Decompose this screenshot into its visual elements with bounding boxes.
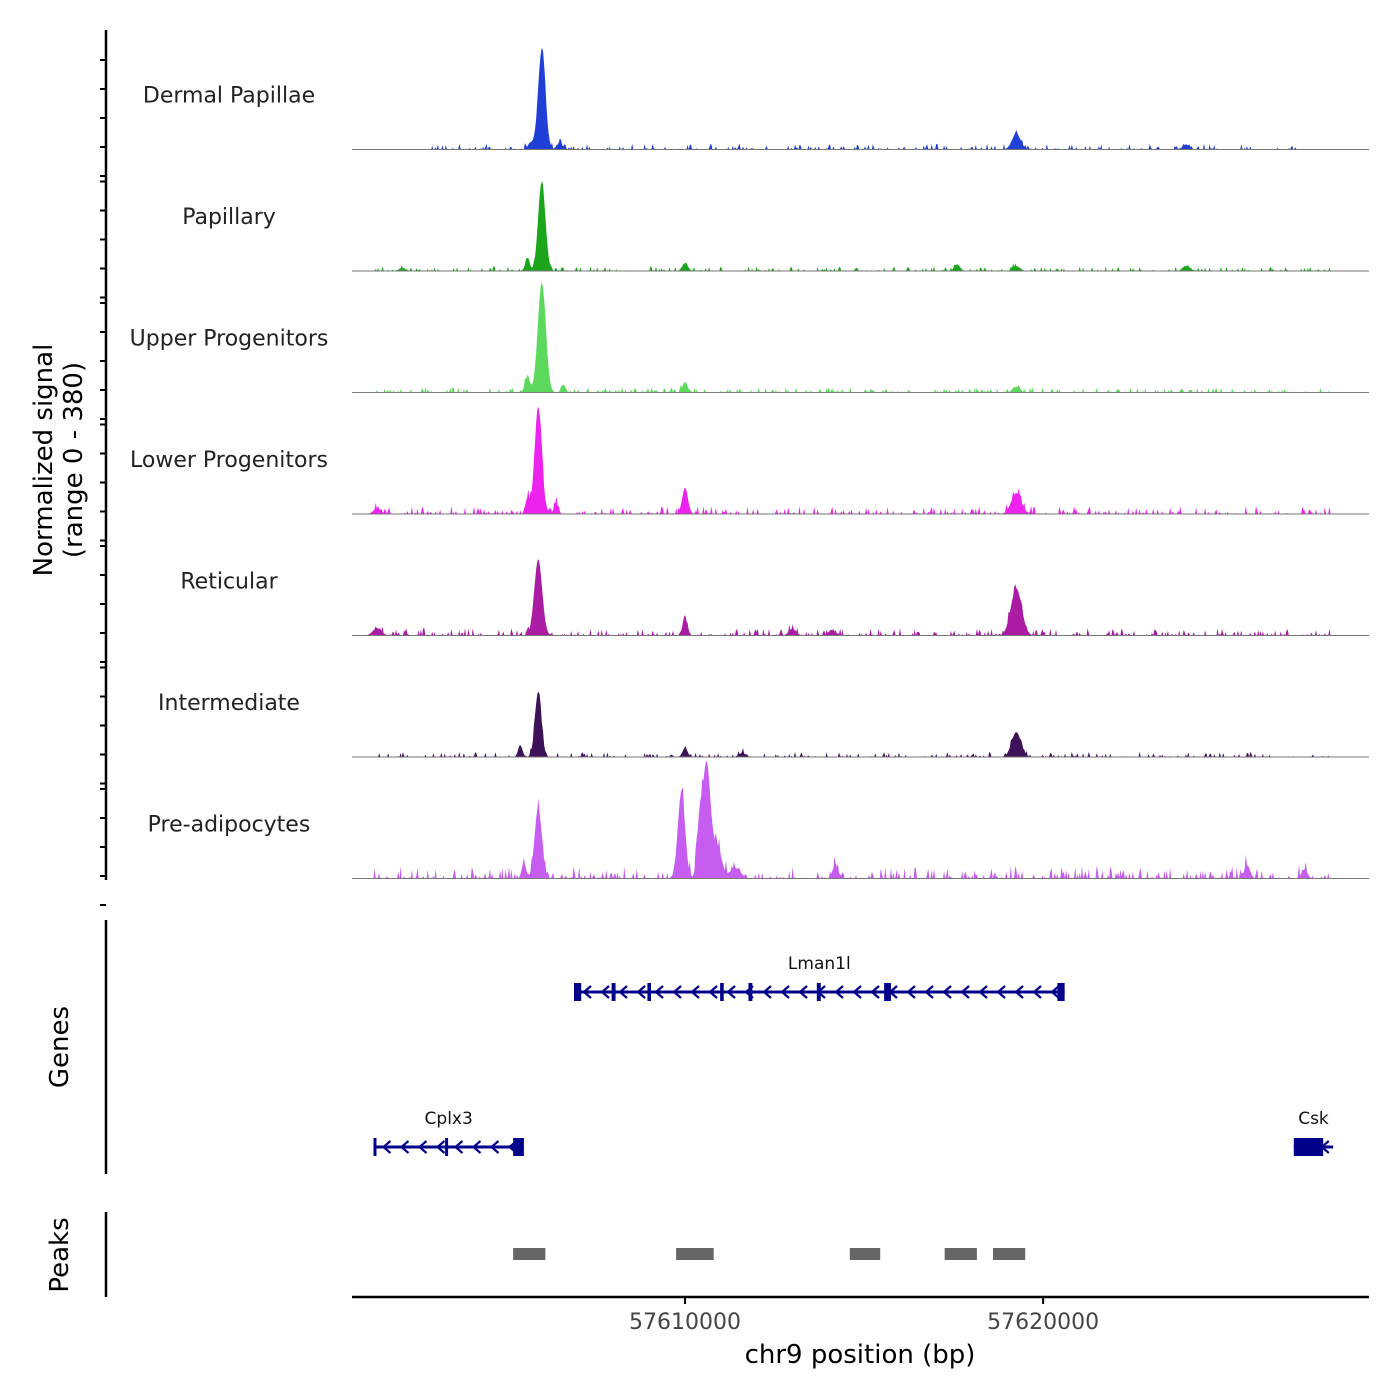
gene-exon xyxy=(445,1138,449,1156)
axes: 57610000 57620000 xyxy=(100,30,1369,1335)
gene-exon xyxy=(373,1138,377,1156)
genes-panel-label: Genes xyxy=(45,1006,75,1088)
y-axis-label-line1: Normalized signal xyxy=(29,344,59,577)
coverage-track-dermal-papillae: Dermal Papillae xyxy=(143,47,1369,150)
gene-cplx3: Cplx3 xyxy=(373,1109,524,1156)
gene-label: Lman1l xyxy=(788,954,851,974)
track-label: Reticular xyxy=(180,570,278,595)
strand-arrow xyxy=(417,1140,428,1154)
peak-region xyxy=(992,1248,1026,1260)
track-label: Intermediate xyxy=(158,691,300,716)
gene-exon xyxy=(1293,1138,1324,1156)
strand-arrow xyxy=(600,985,610,999)
coverage-area xyxy=(352,406,1369,514)
strand-arrow xyxy=(942,985,952,999)
peak-region-track xyxy=(513,1248,1026,1260)
coverage-area xyxy=(352,181,1369,271)
gene-exon xyxy=(1057,983,1065,1001)
strand-arrow xyxy=(618,985,628,999)
strand-arrow xyxy=(399,1140,410,1154)
gene-exon xyxy=(611,983,616,1001)
track-label: Lower Progenitors xyxy=(130,448,328,473)
strand-arrow xyxy=(435,1140,446,1154)
gene-csk: Csk xyxy=(1293,1109,1334,1156)
peak-region xyxy=(513,1248,546,1260)
strand-arrow xyxy=(870,985,880,999)
track-label: Dermal Papillae xyxy=(143,84,315,109)
peak-region xyxy=(676,1248,714,1260)
peak-region xyxy=(849,1248,881,1260)
coverage-tracks: Dermal Papillae Papillary Upper Progenitor… xyxy=(130,47,1369,879)
gene-label: Cplx3 xyxy=(425,1109,473,1129)
track-label: Pre-adipocytes xyxy=(148,813,311,838)
gene-label: Csk xyxy=(1298,1109,1329,1129)
strand-arrow xyxy=(582,985,592,999)
strand-arrow xyxy=(690,985,700,999)
peaks-panel-label: Peaks xyxy=(45,1217,75,1292)
coverage-area xyxy=(352,691,1369,757)
gene-exon xyxy=(816,983,821,1001)
coverage-track-upper-progenitors: Upper Progenitors xyxy=(130,282,1369,393)
gene-exon xyxy=(720,983,724,1001)
x-axis-label: chr9 position (bp) xyxy=(745,1340,976,1370)
peak-region xyxy=(944,1248,977,1260)
x-tick-label: 57610000 xyxy=(629,1310,741,1335)
strand-arrow xyxy=(906,985,916,999)
coverage-track-reticular: Reticular xyxy=(180,559,1369,636)
gene-lman1l: Lman1l xyxy=(574,954,1065,1001)
x-tick-label: 57620000 xyxy=(987,1310,1099,1335)
strand-arrow xyxy=(654,985,664,999)
gene-exon xyxy=(574,983,582,1001)
gene-exon xyxy=(748,983,753,1001)
strand-arrow xyxy=(762,985,772,999)
strand-arrow xyxy=(489,1140,500,1154)
coverage-track-lower-progenitors: Lower Progenitors xyxy=(130,406,1369,515)
track-label: Upper Progenitors xyxy=(130,327,329,352)
track-label: Papillary xyxy=(182,205,276,230)
strand-arrow xyxy=(798,985,808,999)
strand-arrow xyxy=(453,1140,464,1154)
strand-arrow xyxy=(924,985,934,999)
strand-arrow xyxy=(780,985,790,999)
strand-arrow xyxy=(834,985,844,999)
coverage-area xyxy=(352,559,1369,636)
strand-arrow xyxy=(996,985,1006,999)
strand-arrow xyxy=(1032,985,1042,999)
strand-arrow xyxy=(636,985,646,999)
gene-exon xyxy=(884,983,891,1001)
strand-arrow xyxy=(672,985,682,999)
strand-arrow xyxy=(708,985,718,999)
strand-arrow xyxy=(1050,985,1060,999)
gene-exon xyxy=(513,1138,524,1156)
strand-arrow xyxy=(978,985,988,999)
coverage-area xyxy=(352,761,1369,879)
gene-exon xyxy=(647,983,652,1001)
coverage-track-papillary: Papillary xyxy=(182,181,1369,272)
y-axis-label-line2: (range 0 - 380) xyxy=(59,362,89,558)
coverage-area xyxy=(352,47,1369,150)
strand-arrow xyxy=(726,985,736,999)
gene-annotation-track: Lman1l Cplx3 Csk xyxy=(373,954,1334,1156)
strand-arrow xyxy=(960,985,970,999)
strand-arrow xyxy=(852,985,862,999)
coverage-track-intermediate: Intermediate xyxy=(158,691,1369,758)
strand-arrow xyxy=(1014,985,1024,999)
coverage-area xyxy=(352,282,1369,393)
coverage-track-pre-adipocytes: Pre-adipocytes xyxy=(148,761,1369,879)
strand-arrow xyxy=(471,1140,482,1154)
strand-arrow xyxy=(381,1140,392,1154)
